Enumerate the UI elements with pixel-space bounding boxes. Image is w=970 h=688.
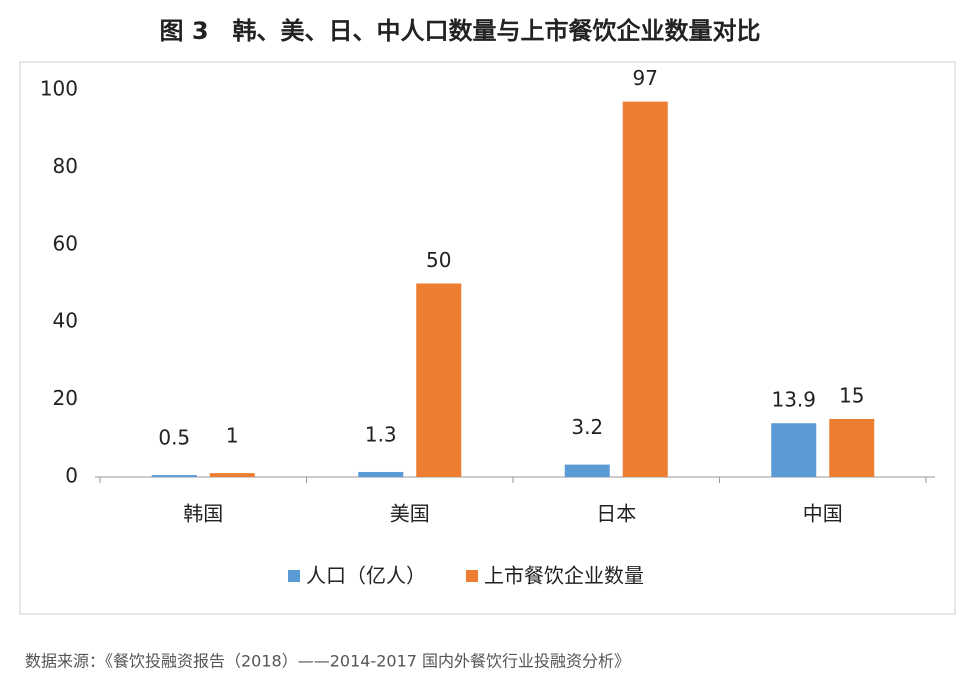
- y-tick-label: 40: [53, 309, 78, 333]
- y-tick-label: 20: [53, 386, 78, 410]
- y-tick-label: 80: [53, 154, 78, 178]
- x-tick-label: 日本: [596, 502, 636, 526]
- legend-label: 人口（亿人）: [306, 564, 426, 588]
- bar: [771, 423, 817, 477]
- bar: [829, 418, 875, 477]
- chart-frame: [19, 61, 956, 615]
- value-label: 1: [226, 424, 239, 448]
- y-tick-label: 60: [53, 231, 78, 255]
- legend-swatch: [288, 570, 300, 582]
- legend-label: 上市餐饮企业数量: [484, 564, 644, 588]
- legend-swatch: [466, 570, 478, 582]
- y-tick-label: 0: [65, 464, 78, 488]
- x-tick-label: 美国: [390, 502, 430, 526]
- bar: [622, 101, 668, 478]
- bar: [416, 283, 462, 477]
- value-label: 13.9: [771, 388, 816, 412]
- y-tick-label: 100: [40, 77, 78, 101]
- bar: [151, 475, 197, 477]
- value-label: 97: [633, 66, 658, 90]
- bar: [209, 473, 255, 477]
- bar: [564, 464, 610, 477]
- source-note: 数据来源：《餐饮投融资报告（2018）——2014-2017 国内外餐饮行业投融…: [25, 652, 630, 671]
- value-label: 50: [426, 248, 451, 272]
- value-label: 15: [839, 383, 864, 407]
- value-label: 3.2: [571, 415, 603, 439]
- bar: [358, 471, 404, 477]
- value-label: 0.5: [158, 426, 190, 450]
- value-label: 1.3: [365, 422, 397, 446]
- x-tick-label: 中国: [803, 502, 843, 526]
- x-tick-label: 韩国: [183, 502, 223, 526]
- chart-title: 图 3 韩、美、日、中人口数量与上市餐饮企业数量对比: [159, 17, 760, 45]
